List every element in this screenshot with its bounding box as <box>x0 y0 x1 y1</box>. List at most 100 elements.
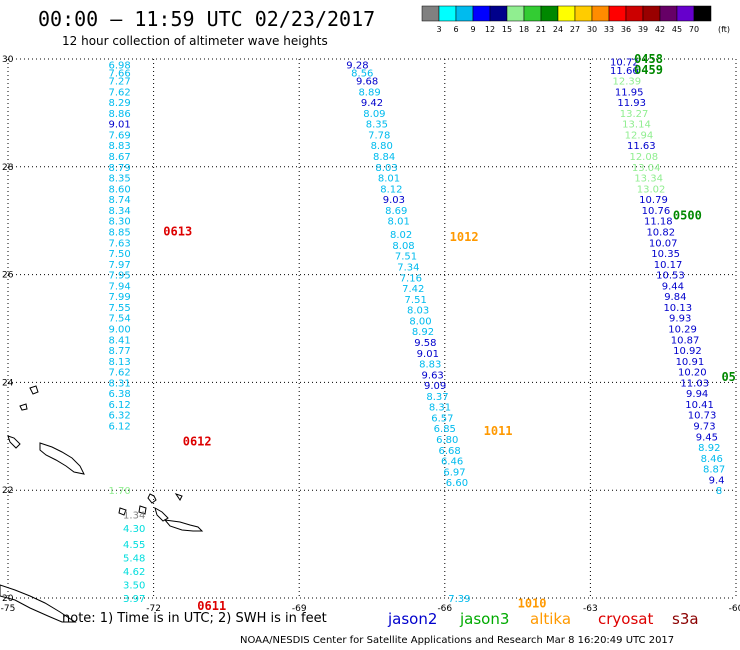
swh-value: 8.31 <box>108 378 130 389</box>
swh-value: 6.60 <box>446 478 468 489</box>
time-label: 1010 <box>518 596 547 610</box>
wave-height-values: 6.987.667.277.628.298.869.017.698.838.67… <box>108 58 725 605</box>
swh-value: 6.85 <box>434 424 456 435</box>
swh-value: 8.60 <box>108 184 130 195</box>
y-tick-label: 22 <box>2 486 13 496</box>
swh-value: 9.03 <box>383 195 405 206</box>
swh-value: 8.30 <box>108 217 130 228</box>
swh-value: 1.34 <box>123 510 145 521</box>
satellite-name-jason2: jason2 <box>387 610 437 628</box>
time-label: 0458 <box>634 52 663 66</box>
swh-value: 8.37 <box>426 392 448 403</box>
satellite-name-cryosat: cryosat <box>598 610 653 628</box>
swh-value: 7.51 <box>405 295 427 306</box>
swh-value: 11.66 <box>610 66 639 77</box>
swh-value: 9.4 <box>709 475 725 486</box>
y-tick-label: 28 <box>2 163 14 173</box>
satellite-legend: jason2 jason3 altika cryosat s3a <box>387 610 699 628</box>
swh-value: 8.01 <box>388 217 410 228</box>
swh-value: 7.16 <box>400 273 422 284</box>
swh-value: 12.08 <box>629 152 658 163</box>
swh-value: 8.03 <box>407 306 429 317</box>
x-tick-label: -60 <box>729 604 740 614</box>
swh-value: 8.46 <box>701 454 723 465</box>
swh-value: 10.53 <box>656 271 685 282</box>
grid-lines <box>7 58 737 599</box>
swh-value: 7.27 <box>108 77 130 88</box>
swh-value: 11.95 <box>615 87 644 98</box>
legend-swatch <box>574 5 593 22</box>
credit-text: NOAA/NESDIS Center for Satellite Applica… <box>240 635 674 646</box>
y-tick-label: 26 <box>2 271 14 281</box>
swh-value: 9.73 <box>693 422 715 433</box>
swh-value: 6.46 <box>441 457 463 468</box>
legend-swatch <box>489 5 508 22</box>
legend-swatch <box>523 5 542 22</box>
swh-value: 7.66 <box>108 68 130 79</box>
legend-swatch <box>455 5 474 22</box>
swh-value: 10.91 <box>676 357 705 368</box>
satellite-name-altika: altika <box>530 610 571 628</box>
y-tick-label: 30 <box>2 55 14 65</box>
swh-value: 8.09 <box>363 109 385 120</box>
swh-value: 7.69 <box>108 130 130 141</box>
swh-value: 7.78 <box>368 130 390 141</box>
swh-value: 9.93 <box>669 314 691 325</box>
swh-value: 7.94 <box>108 281 130 292</box>
legend-swatch <box>693 5 712 22</box>
legend-label: 12 <box>485 25 495 34</box>
swh-value: 10.29 <box>668 325 697 336</box>
time-label: 1012 <box>450 230 479 244</box>
swh-value: 7.42 <box>402 284 424 295</box>
swh-value: 6.80 <box>436 435 458 446</box>
swh-value: 12.94 <box>625 130 654 141</box>
swh-value: 7.34 <box>397 263 419 274</box>
swh-value: 11.18 <box>644 217 673 228</box>
time-label: 0611 <box>197 599 226 613</box>
swh-value: 8.56 <box>351 68 373 79</box>
legend-label: 33 <box>604 25 614 34</box>
swh-value: 10.41 <box>685 400 714 411</box>
swh-value: 8.41 <box>108 335 130 346</box>
swh-value: 9.01 <box>108 120 130 131</box>
swh-value: 13.04 <box>632 163 661 174</box>
swh-value: 10.72 <box>610 58 639 69</box>
legend-swatch <box>642 5 661 22</box>
swh-value: 10.76 <box>642 206 671 217</box>
swh-value: 7.55 <box>108 303 130 314</box>
legend-label: 3 <box>436 25 441 34</box>
swh-value: 7.54 <box>108 314 130 325</box>
swh-value: 8.08 <box>392 241 414 252</box>
swh-value: 4.62 <box>123 567 145 578</box>
swh-value: 8.29 <box>108 98 130 109</box>
swh-value: 8.01 <box>378 174 400 185</box>
swh-value: 10.17 <box>654 260 683 271</box>
swh-value: 8.92 <box>412 327 434 338</box>
swh-value: 10.82 <box>646 227 675 238</box>
swh-value: 6.12 <box>108 400 130 411</box>
legend-label: 18 <box>519 25 529 34</box>
swh-value: 7.63 <box>108 238 130 249</box>
swh-value: 8.35 <box>366 120 388 131</box>
swh-value: 8.00 <box>409 316 431 327</box>
swh-value: 8.12 <box>380 184 402 195</box>
swh-value: 8.80 <box>371 141 393 152</box>
legend-swatch <box>608 5 627 22</box>
swh-value: 8.31 <box>429 403 451 414</box>
swh-value: 6.98 <box>108 60 130 71</box>
swh-value: 6.57 <box>431 413 453 424</box>
time-label: 0500 <box>673 208 702 222</box>
swh-value: 13.27 <box>620 109 649 120</box>
legend-swatch <box>540 5 559 22</box>
legend-label: 27 <box>570 25 580 34</box>
swh-value: 6.32 <box>108 411 130 422</box>
swh-value: 8.87 <box>703 465 725 476</box>
legend-label: 24 <box>553 25 563 34</box>
satellite-name-s3a: s3a <box>672 610 699 628</box>
swh-value: 10.13 <box>663 303 692 314</box>
swh-value: 9.28 <box>346 60 368 71</box>
swh-value: 13.34 <box>634 174 663 185</box>
swh-value: 8.79 <box>108 163 130 174</box>
swh-value: 7.62 <box>108 368 130 379</box>
